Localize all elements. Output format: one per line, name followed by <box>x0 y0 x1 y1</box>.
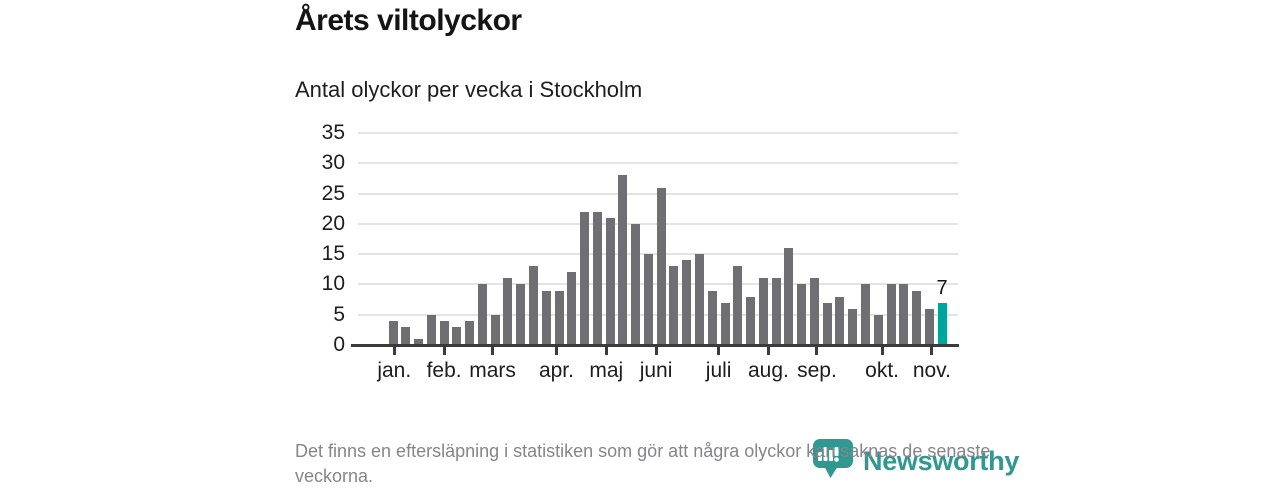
bar-week-36 <box>835 296 845 345</box>
x-tick-juli <box>717 347 721 355</box>
bar-week-37 <box>848 308 858 345</box>
bar-week-43 <box>924 308 934 345</box>
bar-week-28 <box>733 266 743 345</box>
footer-note: Det finns en eftersläpning i statistiken… <box>295 441 991 486</box>
x-tick-nov <box>930 347 934 355</box>
x-axis-label-juni: juni <box>639 359 673 382</box>
x-axis-label-sep: sep. <box>797 359 837 382</box>
x-axis-label-jan: jan. <box>377 359 412 382</box>
y-axis-label-5: 5 <box>333 302 345 326</box>
bar-week-9 <box>490 314 500 345</box>
y-axis-label-0: 0 <box>333 333 345 356</box>
bar-week-41 <box>899 284 909 345</box>
y-axis-label-10: 10 <box>321 272 345 296</box>
y-axis-label-35: 35 <box>321 121 345 144</box>
x-tick-juni <box>654 347 658 355</box>
newsworthy-logo-text: Newsworthy <box>863 446 1020 476</box>
x-tick-apr <box>554 347 558 355</box>
x-tick-okt <box>880 347 884 355</box>
bar-week-4 <box>426 314 436 345</box>
bar-week-22 <box>656 187 666 345</box>
bar-week-14 <box>554 290 564 345</box>
bar-week-2 <box>401 326 411 345</box>
newsworthy-bar-chart-bubble-icon <box>810 438 856 485</box>
y-axis-label-15: 15 <box>321 242 345 266</box>
bar-week-31 <box>771 278 781 345</box>
x-tick-maj <box>604 347 608 355</box>
x-axis-label-feb: feb. <box>426 359 462 382</box>
bar-week-16 <box>580 211 590 345</box>
bar-week-12 <box>528 266 538 345</box>
bar-week-20 <box>631 223 641 345</box>
bar-week-27 <box>720 302 730 345</box>
chart-subtitle: Antal olyckor per vecka i Stockholm <box>295 77 643 102</box>
highlight-value-label: 7 <box>936 276 948 299</box>
bar-week-3 <box>414 338 424 345</box>
x-tick-feb <box>442 347 446 355</box>
bar-week-26 <box>707 290 717 345</box>
bar-week-19 <box>618 175 628 345</box>
bar-week-18 <box>605 217 615 345</box>
bar-week-32 <box>784 248 794 345</box>
bar-week-7 <box>465 320 475 345</box>
bar-week-1 <box>388 320 398 345</box>
bar-week-15 <box>567 272 577 345</box>
x-axis-label-maj: maj <box>589 359 624 382</box>
y-axis-label-30: 30 <box>321 151 345 175</box>
x-axis-label-okt: okt. <box>865 359 899 382</box>
bar-week-8 <box>477 284 487 345</box>
x-axis-line <box>351 344 959 347</box>
bar-week-13 <box>541 290 551 345</box>
gridline-35 <box>358 132 958 134</box>
bar-week-42 <box>912 290 922 345</box>
y-axis-label-20: 20 <box>321 211 345 235</box>
bar-week-38 <box>860 284 870 345</box>
bar-week-11 <box>516 284 526 345</box>
bar-week-35 <box>822 302 832 345</box>
bar-week-30 <box>758 278 768 345</box>
bar-week-34 <box>809 278 819 345</box>
x-axis-label-nov: nov. <box>912 359 951 382</box>
bar-week-10 <box>503 278 513 345</box>
bar-week-39 <box>873 314 883 345</box>
x-tick-jan <box>392 347 396 355</box>
x-axis-label-apr: apr. <box>538 359 574 382</box>
x-axis-label-mars: mars <box>469 359 516 382</box>
plot-area <box>358 132 958 345</box>
bar-week-21 <box>643 254 653 345</box>
bar-week-40 <box>886 284 896 345</box>
newsworthy-logo: Newsworthy <box>810 438 1019 485</box>
bar-week-5 <box>439 320 449 345</box>
y-axis-label-25: 25 <box>321 181 345 205</box>
bar-week-33 <box>797 284 807 345</box>
gridline-30 <box>358 162 958 165</box>
x-axis-label-juli: juli <box>705 359 732 382</box>
x-axis-label-aug: aug. <box>748 359 789 382</box>
bar-week-6 <box>452 326 462 345</box>
page-title: Årets viltolyckor <box>295 4 522 37</box>
bar-week-23 <box>669 266 679 345</box>
bar-week-29 <box>746 296 756 345</box>
bar-week-24 <box>682 260 692 345</box>
x-tick-mars <box>491 347 495 355</box>
bar-week-25 <box>694 254 704 345</box>
bar-week-17 <box>592 211 602 345</box>
x-tick-sep <box>815 347 819 355</box>
bar-week-44-highlight <box>937 302 947 345</box>
x-tick-aug <box>766 347 770 355</box>
